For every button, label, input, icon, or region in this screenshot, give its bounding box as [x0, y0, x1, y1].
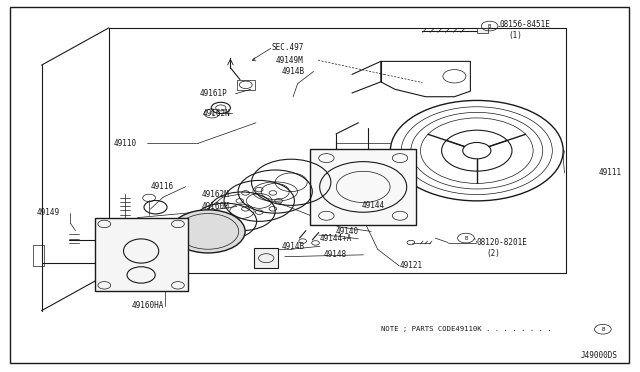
Bar	[33, 245, 44, 266]
Text: 49162N: 49162N	[203, 109, 230, 118]
Text: 49160M: 49160M	[202, 202, 229, 211]
Text: 49110: 49110	[113, 139, 136, 148]
Text: 49116: 49116	[150, 182, 173, 191]
Text: 49111: 49111	[598, 169, 621, 177]
Bar	[477, 28, 488, 33]
Text: (1): (1)	[509, 31, 523, 40]
Text: (2): (2)	[486, 249, 500, 258]
Text: A: A	[211, 111, 213, 116]
Bar	[237, 80, 255, 90]
Text: B: B	[601, 327, 605, 332]
Text: 49162M: 49162M	[202, 190, 229, 199]
Text: 49140: 49140	[336, 227, 359, 236]
Text: 49144: 49144	[362, 201, 385, 210]
Circle shape	[171, 210, 245, 253]
Text: 08156-8451E: 08156-8451E	[499, 20, 550, 29]
Text: 49144+A: 49144+A	[320, 234, 353, 243]
Text: 49161P: 49161P	[200, 89, 227, 98]
Text: 4914B: 4914B	[282, 242, 305, 251]
Text: B: B	[464, 235, 468, 241]
Text: NOTE ; PARTS CODE49110K . . . . . . . .: NOTE ; PARTS CODE49110K . . . . . . . .	[381, 326, 552, 332]
Text: 49149M: 49149M	[275, 56, 303, 65]
Text: SEC.497: SEC.497	[272, 43, 305, 52]
Bar	[254, 248, 278, 268]
Text: 49148: 49148	[323, 250, 346, 259]
Text: B: B	[488, 23, 492, 29]
Text: 08120-8201E: 08120-8201E	[477, 238, 527, 247]
Text: 49121: 49121	[400, 262, 423, 270]
Text: 49160HA: 49160HA	[131, 301, 164, 310]
Text: 49149: 49149	[37, 208, 60, 217]
Bar	[310, 149, 416, 225]
Bar	[95, 218, 188, 291]
Text: 4914B: 4914B	[282, 67, 305, 76]
Text: J49000DS: J49000DS	[580, 351, 618, 360]
